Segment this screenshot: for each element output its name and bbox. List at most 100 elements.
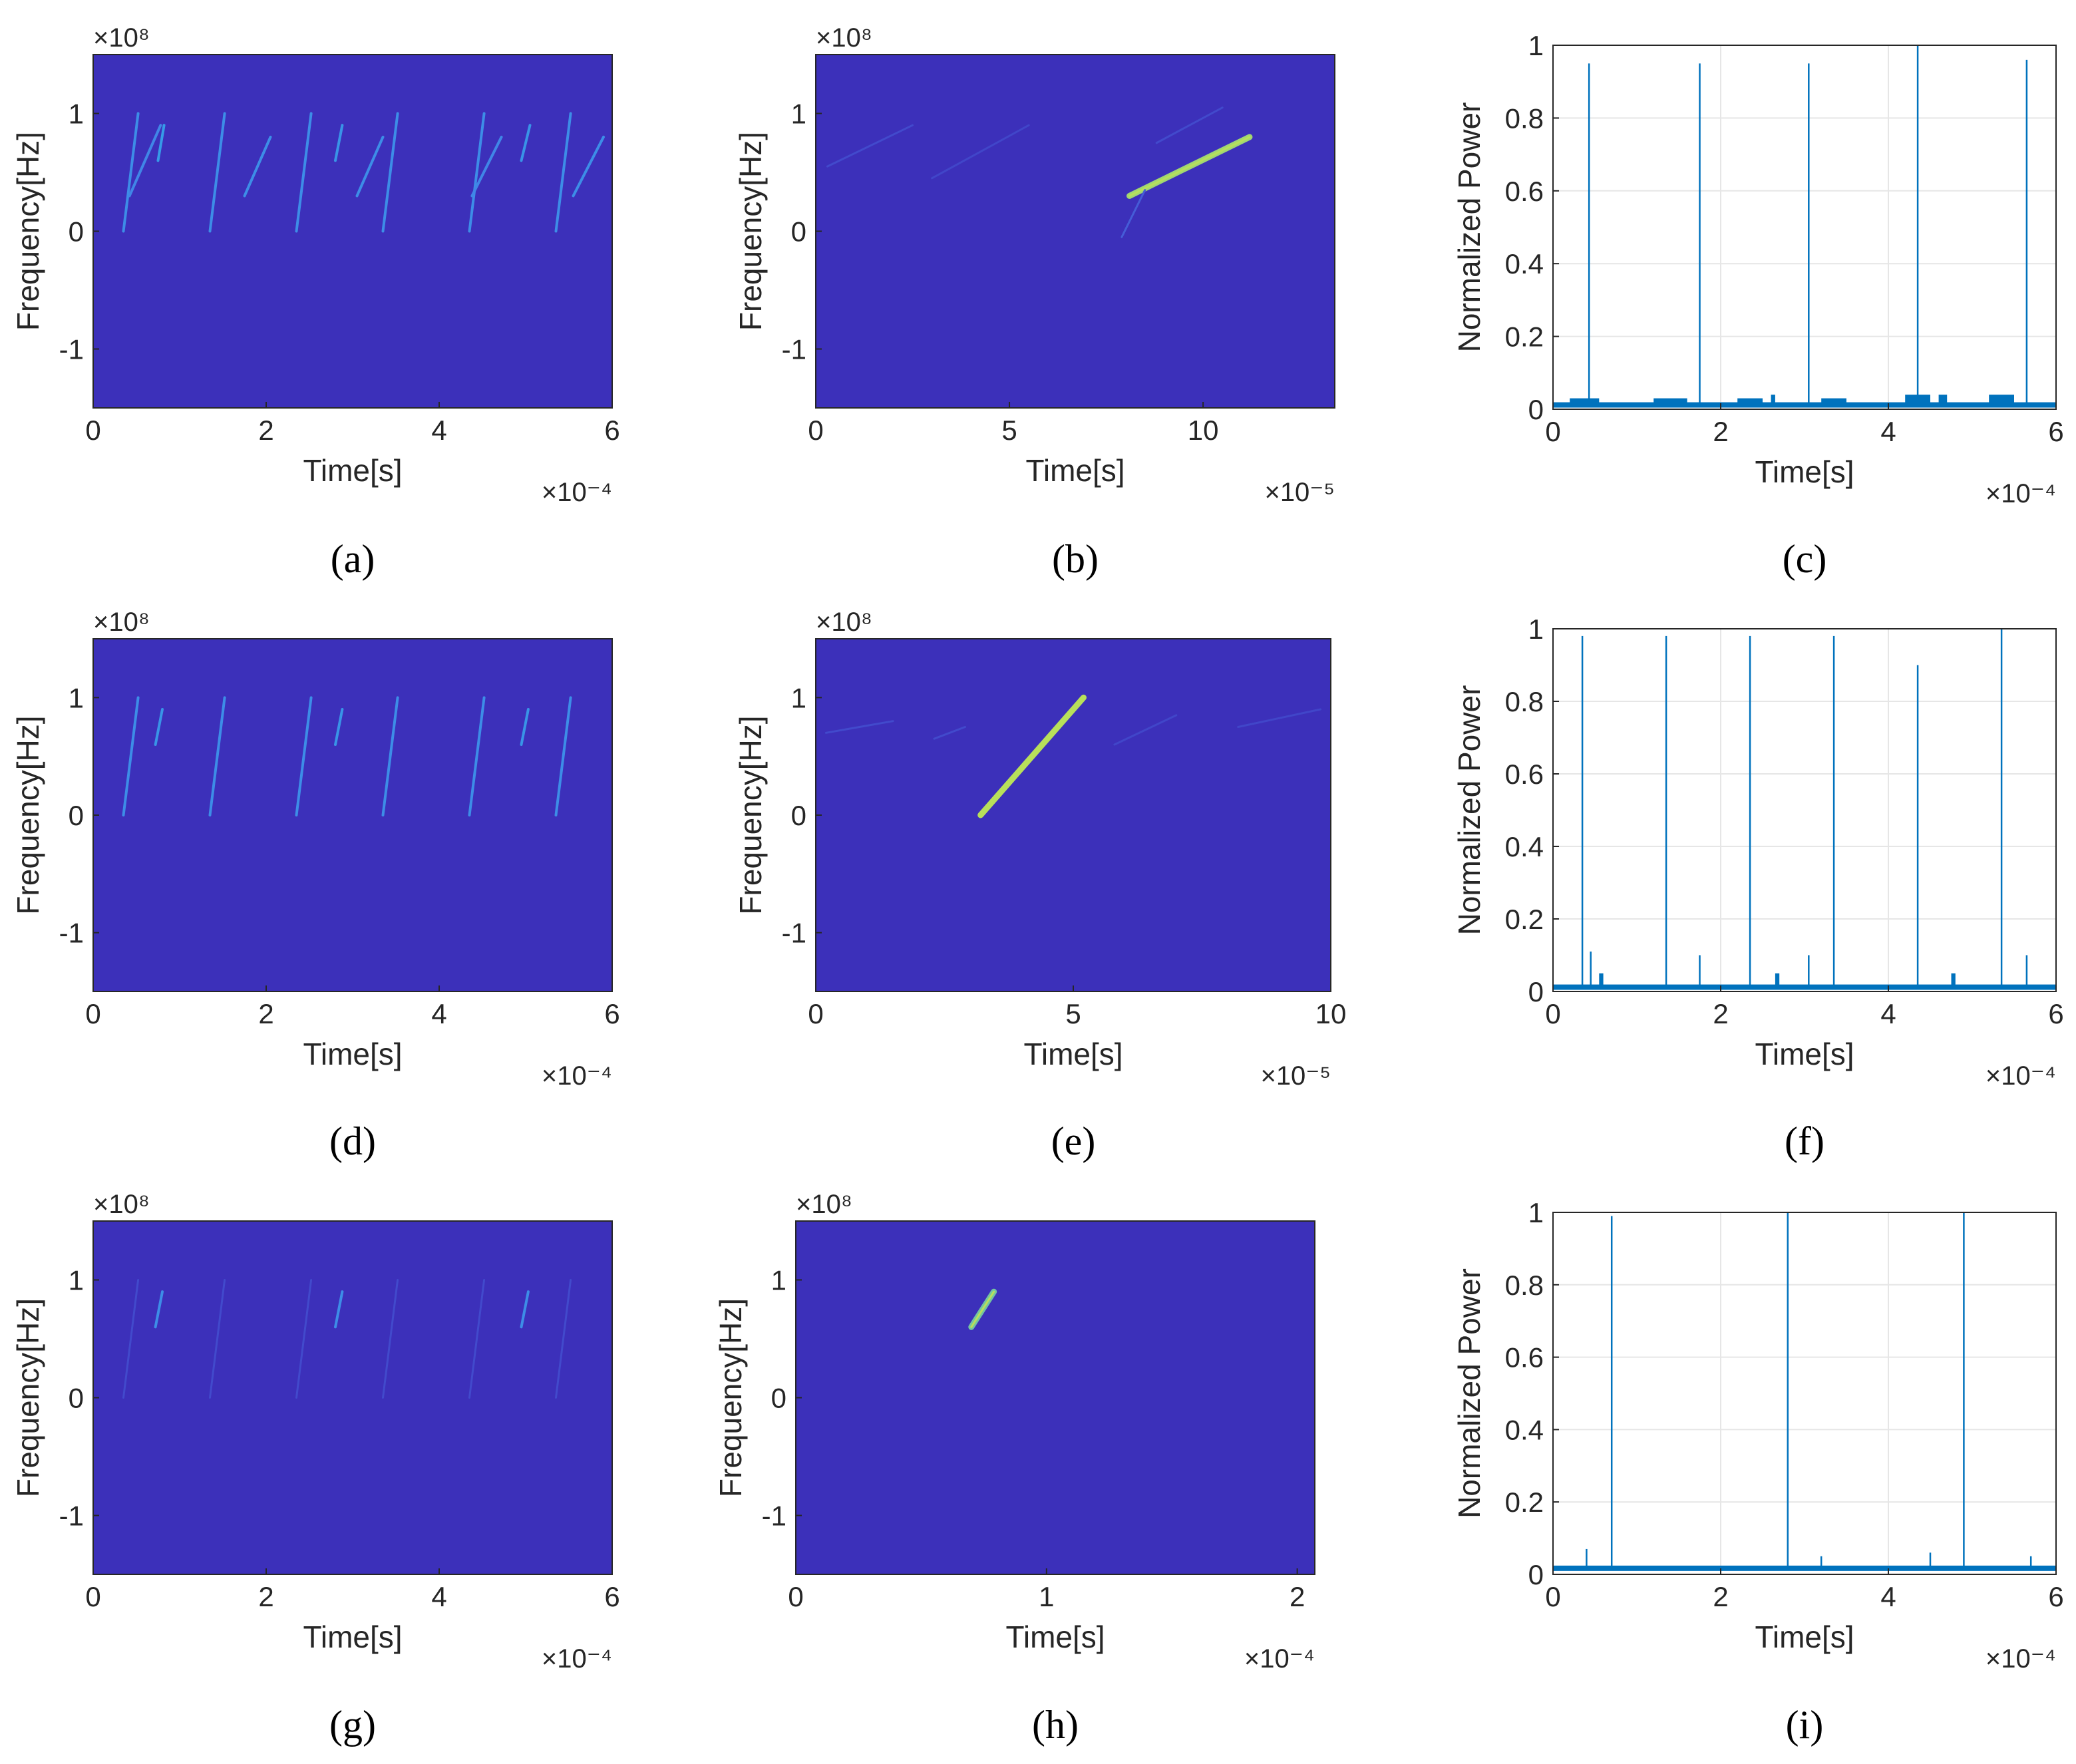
x-tick-label: 0 [1545,1581,1560,1612]
chirp-trace [128,124,162,198]
plot-area [1553,629,2056,991]
x-tick-label: 6 [2048,1581,2063,1612]
y-tick-label: 0.4 [1505,1414,1544,1445]
plot-area [1553,1212,2056,1574]
panel-g: 0 2 4 6 -1 0 1 Time[s] Frequency[Hz] ×10⁻⁴ ×10⁸ (g) [11,1190,620,1747]
chirp-trace [295,1279,313,1399]
y-axis-label: Frequency[Hz] [713,1298,748,1497]
x-tick-label: 6 [2048,416,2063,447]
chirp-trace [554,112,572,233]
chirp-trace [520,124,532,162]
y-axis-label: Normalized Power [1452,102,1486,353]
chirp-trace [572,135,605,198]
y-axis-label: Normalized Power [1452,1268,1486,1518]
x-tick-label: 0 [808,415,823,446]
y-tick-label: 0.8 [1505,102,1544,134]
chirp-trace [826,124,914,168]
panel-caption: (g) [329,1703,376,1747]
y-tick-label: 0 [1528,976,1544,1007]
x-axis-label: Time[s] [1023,1037,1123,1071]
x-tick-label: 4 [1880,1581,1896,1612]
power-plateau [1771,395,1775,406]
chirp-trace [209,1279,226,1399]
chirp-trace [381,112,399,233]
x-tick-label: 2 [1713,1581,1728,1612]
y-tick-label: 1 [1528,30,1544,61]
y-tick-label: 0 [69,216,84,248]
chirp-trace [520,708,530,746]
chirp-trace [381,696,399,816]
chirp-trace [1121,189,1146,238]
y-tick-label: 1 [69,98,84,130]
power-plateau [1775,973,1780,988]
y-tick-label: -1 [59,334,84,365]
power-plateau [1821,398,1846,406]
x-tick-label: 0 [85,415,100,446]
noise-floor [1553,984,2056,990]
chirp-trace [554,696,572,816]
chirp-trace-core [979,696,1085,816]
noise-floor [1553,1565,2056,1571]
y-axis-label: Frequency[Hz] [11,132,45,331]
chirp-trace [334,124,344,162]
x-tick-label: 0 [1545,416,1560,447]
x-axis-exponent: ×10⁻⁴ [1244,1644,1315,1674]
panel-caption: (h) [1032,1703,1079,1747]
chirp-trace [208,696,226,816]
y-tick-label: 0.2 [1505,904,1544,935]
x-axis-label: Time[s] [303,453,402,488]
axes-frame [1552,1212,2057,1575]
power-plateau [1653,398,1687,406]
y-axis-exponent: ×10⁸ [93,23,150,53]
y-tick-label: 0.4 [1505,831,1544,862]
axes-frame [1552,628,2057,992]
y-axis-exponent: ×10⁸ [796,1190,852,1219]
x-tick-label: 0 [1545,998,1560,1029]
y-tick-label: 0 [1528,394,1544,425]
y-tick-label: 0.6 [1505,1342,1544,1373]
y-tick-label: 0.6 [1505,759,1544,790]
x-tick-label: 2 [258,415,273,446]
x-axis-label: Time[s] [303,1037,402,1071]
y-tick-label: 0 [791,216,806,248]
y-tick-label: 1 [1528,614,1544,645]
y-tick-label: 1 [69,682,84,713]
x-axis-label: Time[s] [1755,1037,1854,1071]
chirp-trace [470,135,503,198]
x-tick-label: 10 [1315,998,1347,1029]
x-tick-label: 2 [1713,416,1728,447]
x-tick-label: 6 [604,415,619,446]
chirp-trace [555,1279,572,1399]
x-tick-label: 4 [431,998,446,1029]
spectrogram-background [93,1221,612,1574]
plot-area [1553,45,2056,409]
y-tick-label: 0 [1528,1559,1544,1590]
x-axis-exponent: ×10⁻⁴ [1986,479,2056,508]
x-axis-exponent: ×10⁻⁴ [1986,1061,2056,1091]
y-tick-label: -1 [59,918,84,949]
chirp-trace [1237,708,1322,728]
x-tick-label: 2 [1290,1581,1305,1612]
chirp-trace [355,135,385,198]
x-tick-label: 0 [788,1581,803,1612]
power-plateau [1989,395,2014,406]
chirp-trace [334,708,344,746]
axes-frame [1552,45,2057,410]
y-tick-label: -1 [782,334,806,365]
x-tick-label: 2 [1713,998,1728,1029]
panel-caption: (c) [1783,537,1827,581]
panel-caption: (a) [331,537,375,581]
chirp-trace-core [1128,136,1251,197]
y-axis-exponent: ×10⁸ [816,23,872,53]
y-axis-exponent: ×10⁸ [93,1190,150,1219]
y-tick-label: -1 [782,918,806,949]
x-tick-label: 4 [431,1581,446,1612]
panel-caption: (e) [1051,1119,1096,1163]
spectrogram-background [796,1221,1315,1574]
chirp-trace [154,1290,164,1329]
panel-i: 0 2 4 6 0 0.2 0.4 0.6 0.8 1 Time[s] Normalized Powe… [1452,1197,2064,1747]
chirp-trace [122,696,140,816]
x-tick-label: 6 [2048,998,2063,1029]
x-tick-label: 6 [604,998,619,1029]
